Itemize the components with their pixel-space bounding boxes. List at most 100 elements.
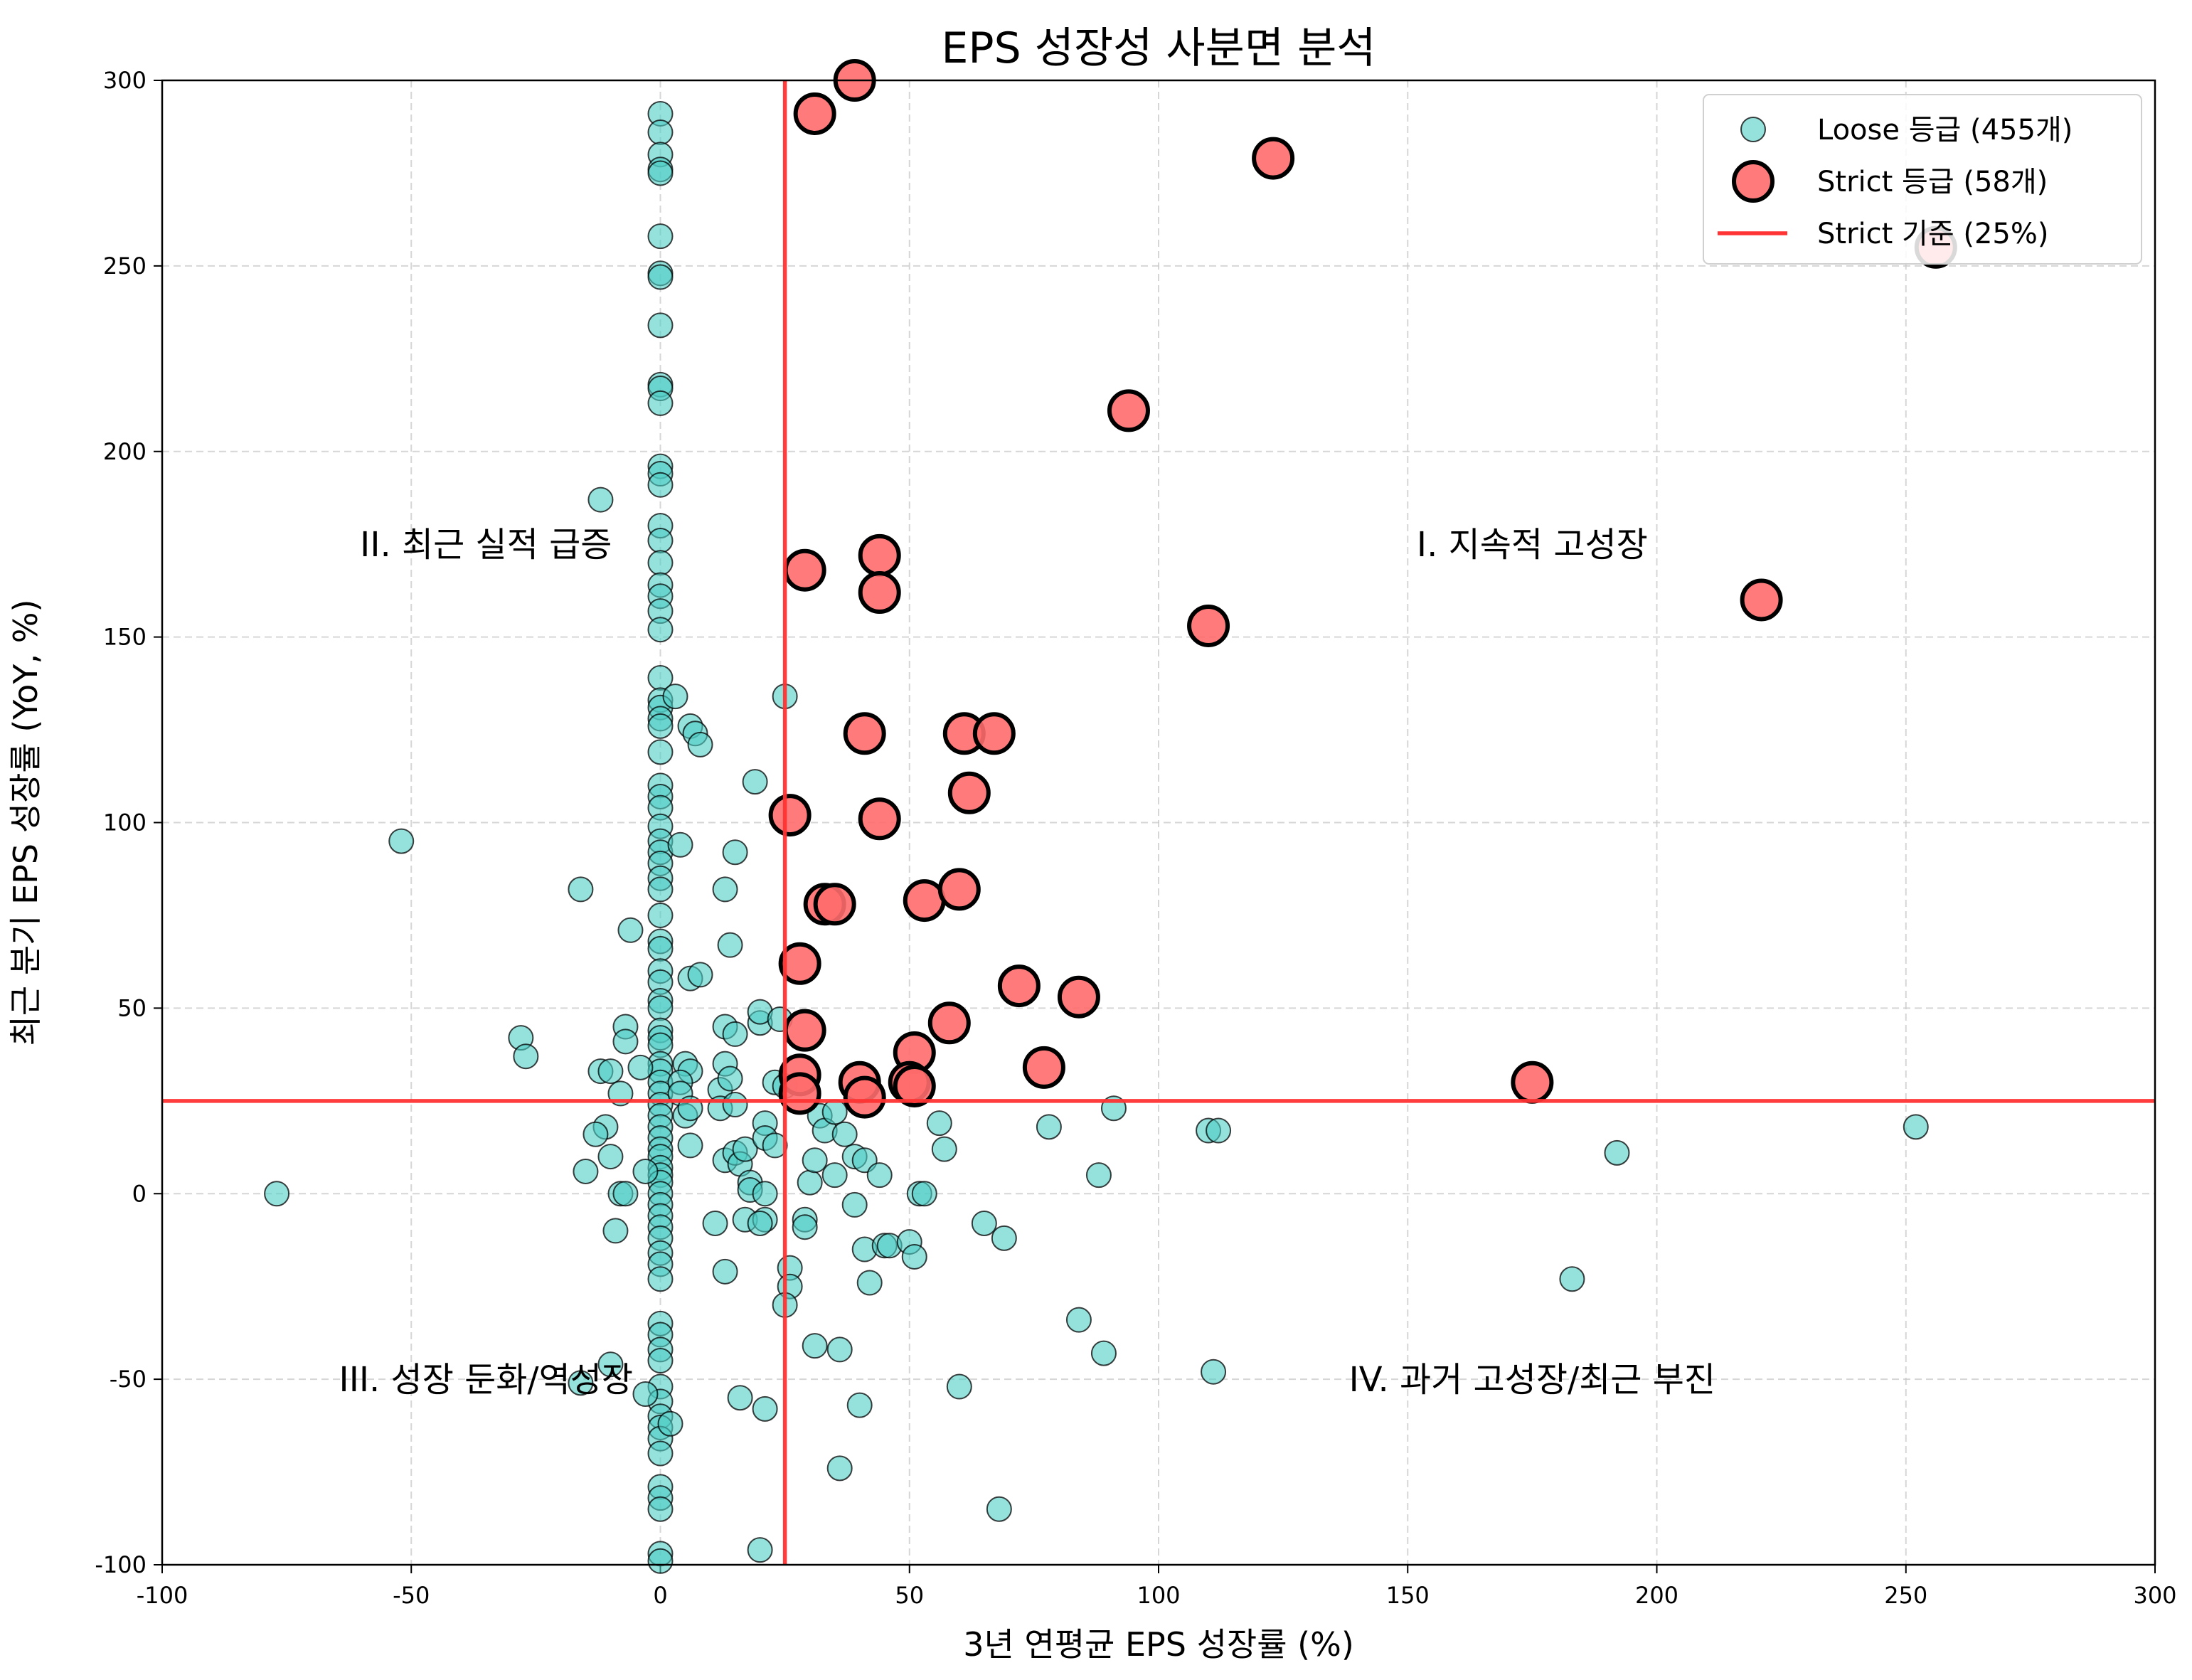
y-tick-label: 0	[132, 1180, 147, 1207]
strict-point	[947, 771, 991, 814]
loose-point	[657, 1410, 683, 1437]
loose-point	[802, 1147, 828, 1174]
strict-point	[793, 92, 836, 135]
loose-point	[1604, 1139, 1630, 1166]
loose-point	[826, 1336, 853, 1363]
loose-point	[742, 769, 768, 795]
strict-point	[1187, 604, 1230, 647]
x-tick-label: -100	[137, 1582, 188, 1609]
loose-point	[911, 1181, 937, 1207]
legend-label: Strict 등급 (58개)	[1817, 166, 2048, 198]
loose-point	[662, 684, 688, 710]
loose-point	[647, 390, 674, 416]
loose-point	[762, 1132, 788, 1159]
x-tick-label: 50	[895, 1582, 924, 1609]
threshold-lines	[162, 80, 2155, 1565]
x-tick-label: -50	[393, 1582, 430, 1609]
loose-point	[647, 713, 674, 739]
loose-point	[797, 1169, 823, 1196]
legend-label: Loose 등급 (455개)	[1817, 114, 2073, 147]
strict-point	[927, 1001, 971, 1045]
loose-point	[931, 1136, 957, 1162]
loose-point	[647, 472, 674, 498]
loose-point	[597, 1144, 624, 1170]
x-axis-title: 3년 연평균 EPS 성장률 (%)	[963, 1625, 1354, 1664]
loose-point	[602, 1218, 629, 1244]
loose-point	[747, 1210, 773, 1236]
strict-point	[858, 571, 901, 615]
loose-point	[856, 1270, 883, 1296]
loose-point	[1085, 1162, 1112, 1189]
loose-point	[792, 1214, 818, 1240]
loose-point	[702, 1210, 728, 1236]
loose-point	[632, 1158, 659, 1184]
loose-point	[986, 1496, 1012, 1522]
x-tick-label: 0	[653, 1582, 667, 1609]
loose-point	[667, 831, 693, 858]
loose-point	[821, 1162, 848, 1189]
strict-point	[813, 883, 856, 926]
loose-point	[846, 1392, 873, 1418]
x-tick-label: 250	[1884, 1582, 1927, 1609]
loose-point	[587, 487, 614, 513]
strict-series	[768, 59, 1957, 1119]
legend-marker-loose	[1740, 117, 1766, 142]
y-tick-label: -50	[110, 1366, 147, 1393]
loose-point	[687, 731, 713, 757]
loose-point	[901, 1243, 927, 1270]
loose-point	[647, 1548, 674, 1574]
strict-point	[1252, 137, 1295, 180]
legend-box	[1703, 94, 2142, 265]
loose-point	[617, 917, 644, 943]
y-tick-label: 250	[103, 252, 147, 280]
plot-frame	[161, 79, 2156, 1566]
strict-point	[1740, 578, 1783, 622]
loose-point	[712, 1258, 738, 1285]
loose-point	[647, 1440, 674, 1467]
strict-point	[768, 794, 812, 837]
loose-point	[647, 902, 674, 928]
loose-point	[1201, 1359, 1227, 1385]
loose-point	[821, 1099, 848, 1125]
loose-point	[647, 312, 674, 339]
strict-point	[1022, 1046, 1065, 1089]
loose-point	[1036, 1114, 1062, 1140]
loose-point	[971, 1210, 997, 1236]
loose-point	[727, 1385, 753, 1411]
loose-point	[717, 932, 743, 958]
loose-point	[647, 1266, 674, 1292]
loose-point	[647, 935, 674, 962]
loose-point	[647, 995, 674, 1021]
quadrant-labels: I. 지속적 고성장 II. 최근 실적 급증 III. 성장 둔화/역성장 IV. …	[339, 525, 1716, 1400]
x-tick-label: 300	[2133, 1582, 2176, 1609]
y-tick-label: 100	[103, 809, 147, 836]
strict-point	[783, 548, 826, 592]
legend: Loose 등급 (455개) Strict 등급 (58개) Strict 기준 …	[1703, 94, 2142, 265]
loose-point	[732, 1136, 758, 1162]
x-tick-label: 200	[1635, 1582, 1678, 1609]
loose-point	[388, 828, 415, 854]
quadrant-label: II. 최근 실적 급증	[360, 525, 612, 565]
loose-point	[647, 1348, 674, 1374]
strict-point	[893, 1064, 936, 1107]
legend-label: Strict 기준 (25%)	[1817, 218, 2048, 250]
loose-point	[752, 1395, 778, 1422]
loose-point	[264, 1181, 290, 1207]
loose-point	[647, 223, 674, 250]
loose-point	[647, 527, 674, 553]
x-tick-label: 100	[1137, 1582, 1180, 1609]
loose-point	[513, 1043, 539, 1070]
loose-point	[831, 1121, 858, 1147]
loose-point	[722, 839, 748, 866]
x-tick-label: 150	[1386, 1582, 1430, 1609]
strict-point	[783, 1009, 826, 1052]
y-tick-label: 150	[103, 624, 147, 651]
loose-point	[826, 1455, 853, 1482]
loose-point	[946, 1373, 972, 1400]
y-tick-label: 50	[117, 994, 147, 1021]
strict-point	[972, 712, 1016, 755]
strict-point	[778, 942, 821, 985]
loose-point	[612, 1028, 639, 1055]
loose-point	[1065, 1307, 1092, 1333]
y-axis-title: 최근 분기 EPS 성장률 (YoY, %)	[6, 600, 45, 1046]
